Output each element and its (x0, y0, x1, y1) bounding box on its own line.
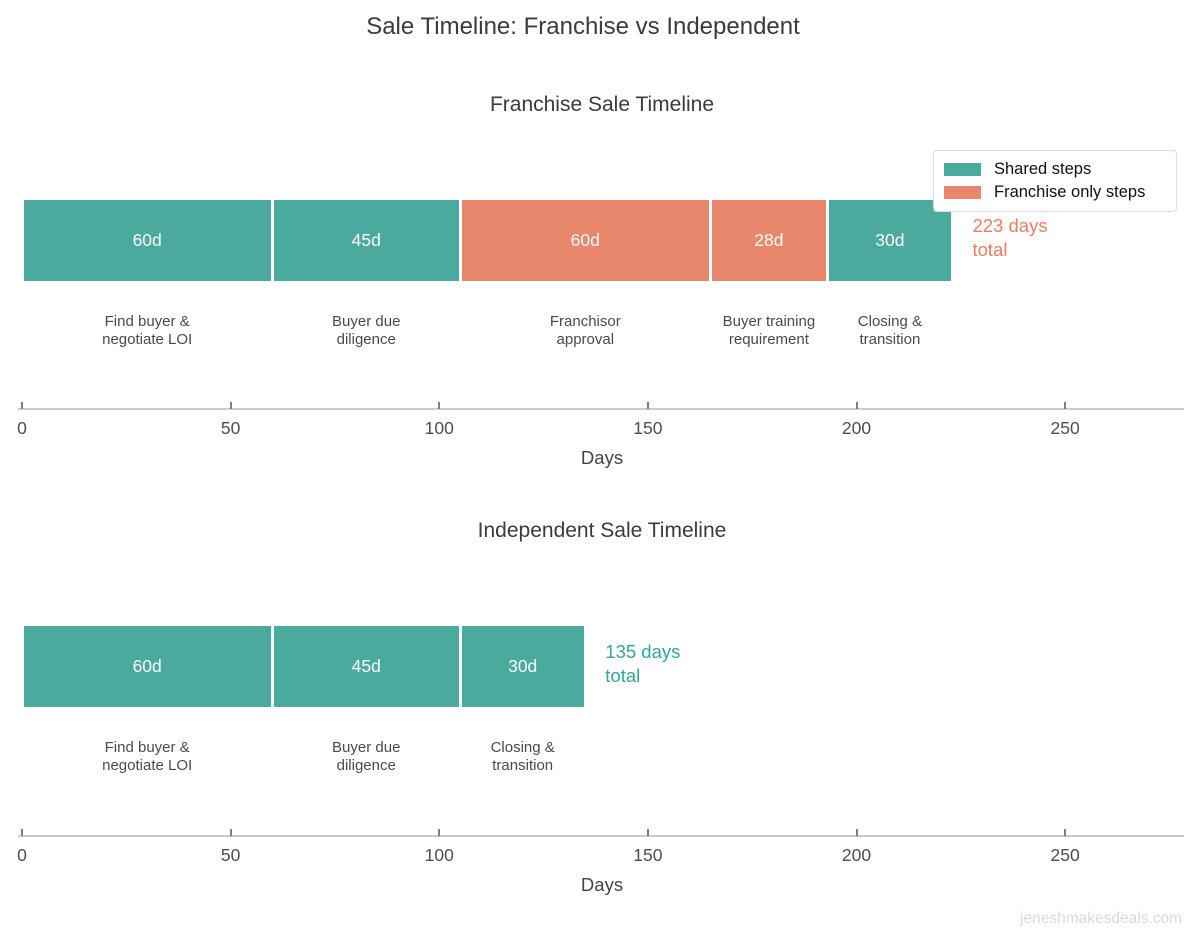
step-label-line: Find buyer & (104, 739, 190, 756)
total-annotation-line: 135 days (605, 641, 681, 662)
bar-segment: 30d (461, 626, 584, 707)
x-axis-tick-label: 50 (220, 418, 241, 438)
x-axis-tick-label: 250 (1050, 845, 1080, 865)
bar-segment: 60d (23, 200, 271, 281)
step-label: Buyer due diligence (281, 739, 451, 774)
x-axis-tick-mark (438, 829, 441, 836)
total-annotation-line: 223 days (972, 215, 1048, 236)
x-axis-line (18, 408, 1184, 410)
bar-segment: 45d (273, 626, 459, 707)
x-axis-tick-mark (646, 402, 649, 409)
bar-value-label: 28d (754, 230, 784, 250)
x-axis-tick-label: 50 (220, 845, 241, 865)
bar-value-label: 45d (351, 656, 381, 676)
step-label-line: transition (492, 756, 554, 774)
legend-item-shared: Shared steps (944, 158, 1166, 181)
x-axis-tick-label: 0 (17, 845, 27, 865)
x-axis-tick-mark (438, 402, 441, 409)
legend-label: Franchise only steps (994, 183, 1146, 201)
total-annotation-line: total (605, 665, 641, 686)
x-axis-tick-mark (1064, 829, 1067, 836)
bar-value-label: 60d (570, 230, 600, 250)
step-label-line: negotiate LOI (102, 756, 193, 774)
x-axis-tick-mark (1064, 402, 1067, 409)
step-label: Franchisor approval (500, 313, 670, 348)
bar-segment: 60d (461, 200, 709, 281)
step-label-line: approval (556, 330, 615, 348)
chart-title-independent: Independent Sale Timeline (477, 519, 727, 542)
shared-steps-swatch-icon (944, 163, 981, 176)
step-label-line: Buyer due (332, 313, 401, 330)
step-label-line: Buyer due (332, 739, 401, 756)
bar-segment: 45d (273, 200, 459, 281)
total-annotation: 223 days total (972, 214, 1047, 262)
watermark: jeneshmakesdeals.com (1020, 910, 1182, 927)
bar-value-label: 45d (351, 230, 381, 250)
x-axis-tick-mark (21, 829, 23, 836)
step-label-line: diligence (336, 330, 396, 348)
step-label-line: Closing & (857, 313, 922, 330)
legend-item-franchise-only: Franchise only steps (944, 181, 1166, 204)
x-axis-tick-mark (646, 829, 649, 836)
step-label-line: transition (859, 330, 921, 348)
bar-value-label: 60d (132, 656, 162, 676)
bar-value-label: 30d (875, 230, 905, 250)
x-axis-tick-label: 100 (424, 845, 454, 865)
step-label-line: requirement (728, 330, 809, 348)
x-axis-title: Days (580, 447, 624, 468)
x-axis-tick-label: 100 (424, 418, 454, 438)
x-axis-title: Days (580, 874, 624, 895)
franchise-only-swatch-icon (944, 186, 981, 199)
step-label-line: Closing & (490, 739, 555, 756)
x-axis-tick-label: 200 (841, 845, 872, 865)
x-axis-tick-mark (855, 402, 858, 409)
chart-title-franchise: Franchise Sale Timeline (489, 93, 715, 116)
legend: Shared steps Franchise only steps (933, 150, 1177, 212)
x-axis-tick-label: 0 (17, 418, 27, 438)
x-axis-tick-label: 150 (633, 418, 663, 438)
step-label-line: diligence (336, 756, 396, 774)
x-axis-tick-mark (229, 402, 232, 409)
page-title: Sale Timeline: Franchise vs Independent (366, 13, 800, 40)
x-axis-tick-mark (855, 829, 858, 836)
x-axis-tick-mark (229, 829, 232, 836)
x-axis-tick-label: 200 (841, 418, 872, 438)
step-label-line: Buyer training (722, 313, 816, 330)
step-label: Closing & transition (438, 739, 608, 774)
x-axis-tick-mark (21, 402, 23, 409)
step-label: Closing & transition (805, 313, 975, 348)
legend-label: Shared steps (994, 160, 1092, 178)
step-label: Buyer training requirement (684, 313, 854, 348)
bar-segment: 60d (23, 626, 271, 707)
bar-segment: 30d (828, 200, 951, 281)
bar-value-label: 30d (508, 656, 538, 676)
step-label: Find buyer & negotiate LOI (62, 313, 232, 348)
x-axis-tick-label: 150 (633, 845, 663, 865)
total-annotation-line: total (972, 239, 1008, 260)
step-label: Find buyer & negotiate LOI (62, 739, 232, 774)
bar-segment: 28d (711, 200, 826, 281)
step-label-line: negotiate LOI (102, 330, 193, 348)
x-axis-line (18, 835, 1184, 837)
step-label: Buyer due diligence (281, 313, 451, 348)
step-label-line: Find buyer & (104, 313, 190, 330)
bar-value-label: 60d (132, 230, 162, 250)
step-label-line: Franchisor (549, 313, 621, 330)
total-annotation: 135 days total (605, 640, 680, 688)
x-axis-tick-label: 250 (1050, 418, 1080, 438)
